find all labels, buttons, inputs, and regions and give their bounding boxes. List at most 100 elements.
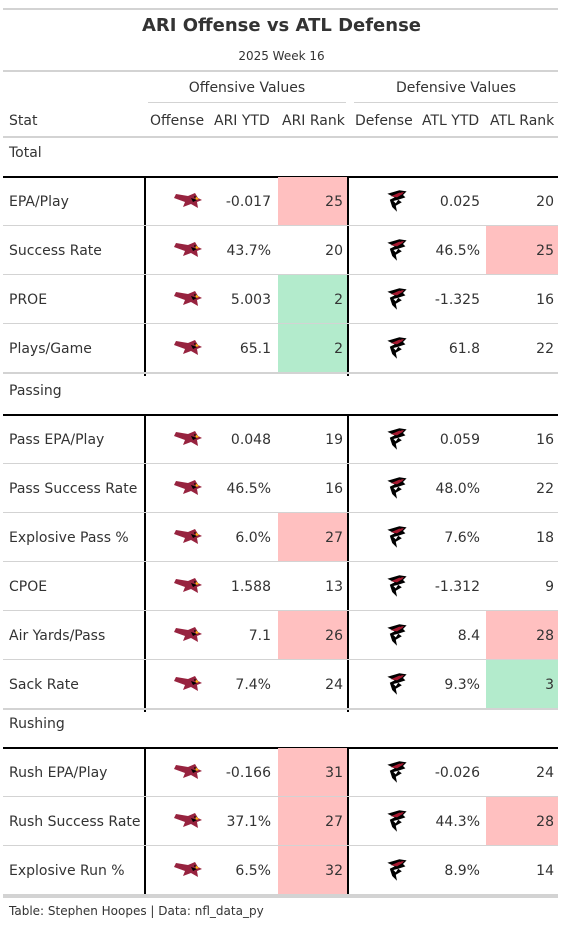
- header-rule: [3, 70, 558, 72]
- cardinals-logo-icon: [173, 238, 203, 262]
- atl-ytd-value: -1.312: [434, 579, 480, 595]
- group-top-rule: [3, 414, 558, 416]
- cardinals-logo-icon: [173, 760, 203, 784]
- atl-rank-highlight: [486, 660, 558, 708]
- bottom-rule: [3, 896, 558, 898]
- atl-rank-value: 28: [536, 628, 554, 644]
- defense-divider-line: [347, 416, 349, 712]
- falcons-logo-icon: [382, 809, 412, 833]
- falcons-logo-icon: [382, 525, 412, 549]
- cardinals-logo-icon: [173, 525, 203, 549]
- ari-rank-value: 26: [325, 628, 343, 644]
- cardinals-logo-icon: [173, 809, 203, 833]
- ari-ytd-value: 7.1: [248, 628, 271, 644]
- falcons-logo-icon: [382, 189, 412, 213]
- ari-rank-value: 20: [325, 243, 343, 259]
- offense-divider-line: [144, 749, 146, 898]
- column-header-ari-rank: ARI Rank: [282, 113, 345, 129]
- atl-rank-value: 9: [545, 579, 554, 595]
- atl-ytd-value: 46.5%: [435, 243, 480, 259]
- table-subtitle: 2025 Week 16: [238, 49, 325, 63]
- atl-rank-highlight: [486, 797, 558, 845]
- group-bottom-rule: [3, 372, 558, 374]
- group-label-passing: Passing: [9, 383, 62, 399]
- falcons-logo-icon: [382, 672, 412, 696]
- falcons-logo-icon: [382, 476, 412, 500]
- atl-rank-value: 14: [536, 863, 554, 879]
- group-label-rushing: Rushing: [9, 716, 65, 732]
- falcons-logo-icon: [382, 858, 412, 882]
- atl-ytd-value: 48.0%: [435, 481, 480, 497]
- defense-divider-line: [347, 178, 349, 376]
- group-label-total: Total: [9, 145, 42, 161]
- ari-ytd-value: 0.048: [230, 432, 271, 448]
- ari-ytd-value: 7.4%: [235, 677, 271, 693]
- atl-ytd-value: 8.9%: [444, 863, 480, 879]
- spanner-offensive-line: [148, 102, 346, 103]
- cardinals-logo-icon: [173, 672, 203, 696]
- cardinals-logo-icon: [173, 858, 203, 882]
- top-rule: [3, 8, 558, 10]
- offense-divider-line: [144, 178, 146, 376]
- column-header-atl-ytd: ATL YTD: [422, 113, 480, 129]
- offense-divider-line: [144, 416, 146, 712]
- defense-divider-line: [347, 749, 349, 898]
- falcons-logo-icon: [382, 336, 412, 360]
- ari-ytd-value: 5.003: [230, 292, 271, 308]
- stat-label: Rush Success Rate: [9, 814, 141, 830]
- column-header-atl-rank: ATL Rank: [490, 113, 555, 129]
- stat-label: Explosive Pass %: [9, 530, 129, 546]
- ari-ytd-value: 6.0%: [235, 530, 271, 546]
- cardinals-logo-icon: [173, 427, 203, 451]
- ari-rank-value: 32: [325, 863, 343, 879]
- ari-ytd-value: 65.1: [239, 341, 271, 357]
- stat-label: Pass Success Rate: [9, 481, 138, 497]
- cardinals-logo-icon: [173, 476, 203, 500]
- row-divider: [3, 463, 558, 464]
- table-title: ARI Offense vs ATL Defense: [141, 15, 422, 36]
- atl-rank-value: 16: [536, 292, 554, 308]
- ari-rank-value: 16: [325, 481, 343, 497]
- ari-ytd-value: 1.588: [230, 579, 271, 595]
- ari-rank-highlight: [278, 611, 347, 659]
- ari-rank-value: 25: [325, 194, 343, 210]
- stat-label: Explosive Run %: [9, 863, 125, 879]
- row-divider: [3, 274, 558, 275]
- atl-rank-value: 3: [545, 677, 554, 693]
- atl-ytd-value: 0.059: [439, 432, 480, 448]
- atl-ytd-value: 9.3%: [444, 677, 480, 693]
- ari-rank-value: 27: [325, 814, 343, 830]
- atl-ytd-value: -0.026: [434, 765, 480, 781]
- atl-rank-value: 20: [536, 194, 554, 210]
- stat-label: Air Yards/Pass: [9, 628, 106, 644]
- table-source-note: Table: Stephen Hoopes | Data: nfl_data_p…: [9, 904, 264, 918]
- atl-ytd-value: 61.8: [448, 341, 480, 357]
- stat-label: EPA/Play: [9, 194, 69, 210]
- ari-ytd-value: -0.017: [225, 194, 271, 210]
- falcons-logo-icon: [382, 574, 412, 598]
- atl-rank-value: 24: [536, 765, 554, 781]
- row-divider: [3, 659, 558, 660]
- ari-rank-highlight: [278, 177, 347, 225]
- row-divider: [3, 845, 558, 846]
- atl-rank-value: 22: [536, 481, 554, 497]
- falcons-logo-icon: [382, 760, 412, 784]
- ari-rank-highlight: [278, 846, 347, 894]
- column-header-defense: Defense: [355, 113, 413, 129]
- stat-label: Rush EPA/Play: [9, 765, 108, 781]
- ari-ytd-value: 46.5%: [226, 481, 271, 497]
- atl-rank-highlight: [486, 611, 558, 659]
- stat-label: Plays/Game: [9, 341, 92, 357]
- spanner-defensive-values: Defensive Values: [395, 80, 517, 96]
- stat-label: CPOE: [9, 579, 48, 595]
- atl-rank-value: 25: [536, 243, 554, 259]
- ari-rank-value: 2: [334, 292, 343, 308]
- ari-rank-highlight: [278, 513, 347, 561]
- row-divider: [3, 225, 558, 226]
- cardinals-logo-icon: [173, 623, 203, 647]
- group-bottom-rule: [3, 894, 558, 896]
- row-divider: [3, 561, 558, 562]
- ari-ytd-value: 43.7%: [226, 243, 271, 259]
- row-divider: [3, 512, 558, 513]
